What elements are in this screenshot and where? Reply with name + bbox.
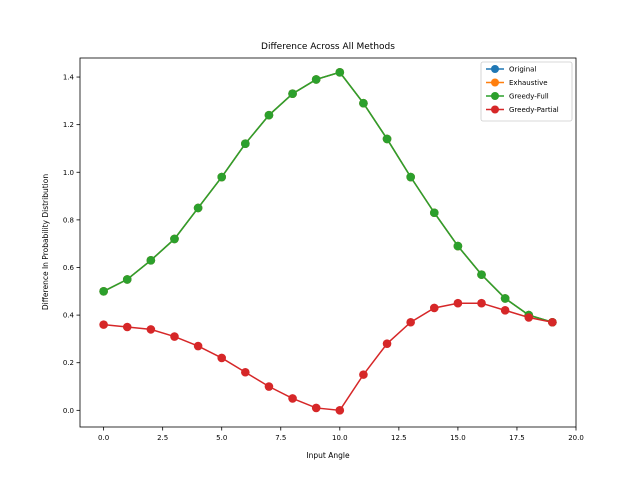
- legend-marker: [491, 78, 499, 87]
- data-point: [241, 139, 250, 148]
- x-tick-label: 2.5: [157, 434, 168, 442]
- y-tick-label: 0.8: [63, 216, 74, 224]
- x-tick-label: 20.0: [568, 434, 584, 442]
- data-point: [382, 339, 392, 348]
- axes-frame: [79, 57, 577, 428]
- legend-label: Exhaustive: [509, 79, 548, 87]
- series-line: [103, 71, 553, 323]
- y-tick-label: 1.0: [63, 169, 74, 177]
- data-point: [193, 341, 203, 351]
- x-tick-label: 12.5: [391, 434, 407, 442]
- data-point: [170, 332, 179, 341]
- data-point: [311, 403, 321, 413]
- data-point: [264, 382, 274, 391]
- data-point: [99, 320, 108, 329]
- legend-item: Greedy-Full: [486, 92, 549, 101]
- data-point: [122, 275, 132, 284]
- x-tick-label: 5.0: [216, 434, 227, 442]
- data-point: [217, 353, 227, 363]
- data-point: [453, 241, 463, 251]
- chart-title: Difference Across All Methods: [261, 42, 395, 52]
- data-point: [429, 303, 439, 313]
- legend-marker: [491, 65, 499, 73]
- x-axis-label: Input Angle: [306, 451, 350, 460]
- data-point: [146, 325, 156, 334]
- y-tick-label: 0.6: [63, 264, 75, 272]
- x-tick-label: 15.0: [450, 434, 466, 442]
- y-tick-label: 0.2: [63, 359, 74, 367]
- series-layer: [99, 67, 557, 415]
- data-point: [193, 203, 203, 213]
- data-point: [288, 394, 297, 403]
- x-tick-label: 10.0: [332, 434, 348, 442]
- y-axis-label: Difference In Probability Distribution: [41, 174, 50, 310]
- legend-item: Original: [486, 65, 536, 74]
- series-greedy-full: [99, 67, 557, 327]
- x-tick-label: 17.5: [509, 434, 525, 442]
- ticks-layer: 0.0 2.5 5.0 7.5 10.0 12.5 15.0 17.5 20.0 0.0 0.2 0.…: [63, 74, 584, 442]
- data-point: [548, 317, 557, 327]
- data-point: [217, 172, 227, 182]
- data-point: [524, 313, 534, 322]
- data-point: [406, 172, 415, 182]
- data-point: [241, 367, 250, 377]
- data-point: [406, 317, 415, 327]
- legend: Original Exhaustive Greedy-Full Greedy-Part…: [480, 61, 573, 122]
- data-point: [453, 298, 463, 308]
- legend-marker: [491, 105, 499, 114]
- legend-marker: [491, 92, 499, 100]
- legend-label: Original: [509, 66, 536, 74]
- x-tick-label: 7.5: [275, 434, 286, 442]
- y-tick-label: 1.2: [63, 121, 74, 129]
- legend-item: Greedy-Partial: [486, 105, 559, 114]
- data-point: [335, 406, 345, 415]
- data-point: [382, 134, 392, 144]
- data-point: [359, 370, 368, 379]
- data-point: [288, 89, 297, 99]
- data-point: [500, 306, 510, 315]
- data-point: [359, 98, 368, 108]
- axes-layer: [79, 57, 577, 428]
- data-point: [264, 110, 274, 120]
- data-point: [146, 256, 156, 265]
- legend-label: Greedy-Partial: [509, 106, 559, 114]
- data-point: [311, 75, 321, 84]
- legend-box: [480, 61, 573, 122]
- data-point: [429, 208, 439, 218]
- data-point: [122, 322, 132, 332]
- legend-label: Greedy-Full: [509, 93, 549, 101]
- series-greedy-partial: [99, 298, 557, 415]
- data-point: [477, 270, 486, 279]
- data-point: [170, 234, 179, 244]
- y-tick-label: 0.4: [63, 312, 75, 320]
- y-tick-label: 0.0: [63, 407, 74, 415]
- data-point: [477, 298, 486, 308]
- x-tick-label: 0.0: [98, 434, 109, 442]
- legend-item: Exhaustive: [486, 78, 548, 87]
- data-point: [500, 294, 510, 303]
- data-point: [335, 67, 345, 77]
- y-tick-label: 1.4: [63, 74, 75, 82]
- data-point: [99, 287, 108, 296]
